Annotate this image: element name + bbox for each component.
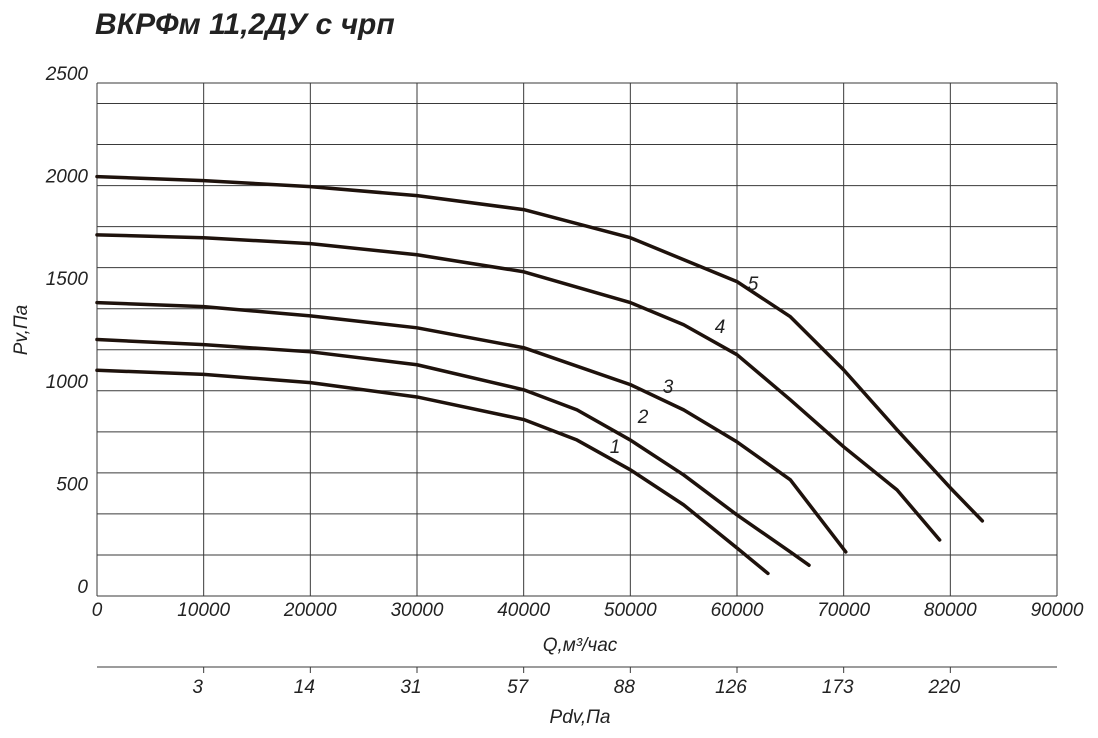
x-tick-label: 70000 — [817, 600, 870, 621]
x-axis-label: Q,м³/час — [543, 635, 618, 656]
x2-tick-label: 14 — [294, 677, 315, 698]
curve-label: 2 — [637, 407, 649, 428]
x2-tick-label: 220 — [927, 677, 960, 698]
y-tick-label: 2000 — [45, 167, 89, 188]
x2-tick-label: 126 — [715, 677, 747, 698]
x-tick-label: 0 — [92, 600, 103, 621]
y-tick-label: 0 — [77, 577, 88, 598]
curve — [95, 300, 848, 554]
curve — [95, 174, 985, 523]
x-tick-label: 60000 — [711, 600, 764, 621]
curve-label: 5 — [748, 274, 759, 295]
x-tick-label: 10000 — [177, 600, 230, 621]
x-tick-label: 20000 — [283, 600, 337, 621]
curve-label: 1 — [610, 437, 621, 458]
x2-axis-label: Pdv,Па — [550, 707, 611, 728]
x2-tick-label: 173 — [822, 677, 854, 698]
x-tick-label: 50000 — [604, 600, 657, 621]
x-tick-label: 80000 — [924, 600, 977, 621]
x-tick-label: 30000 — [391, 600, 444, 621]
x2-tick-label: 31 — [400, 677, 421, 698]
y-tick-label: 500 — [56, 474, 88, 495]
curve — [95, 368, 770, 576]
curve — [95, 233, 942, 542]
curve-label: 3 — [663, 377, 674, 398]
x2-tick-label: 3 — [192, 677, 203, 698]
y-axis-label: Pv,Па — [11, 305, 32, 355]
y-tick-label: 1500 — [46, 269, 89, 290]
x2-tick-label: 57 — [507, 677, 530, 698]
curve-label: 4 — [715, 317, 726, 338]
y-tick-label: 2500 — [45, 64, 89, 85]
x2-tick-label: 88 — [614, 677, 636, 698]
y-tick-label: 1000 — [46, 372, 89, 393]
chart-title: ВКРФм 11,2ДУ с чрп — [95, 8, 395, 41]
x-tick-label: 40000 — [497, 600, 550, 621]
curve — [95, 337, 811, 567]
x-tick-label: 90000 — [1031, 600, 1084, 621]
